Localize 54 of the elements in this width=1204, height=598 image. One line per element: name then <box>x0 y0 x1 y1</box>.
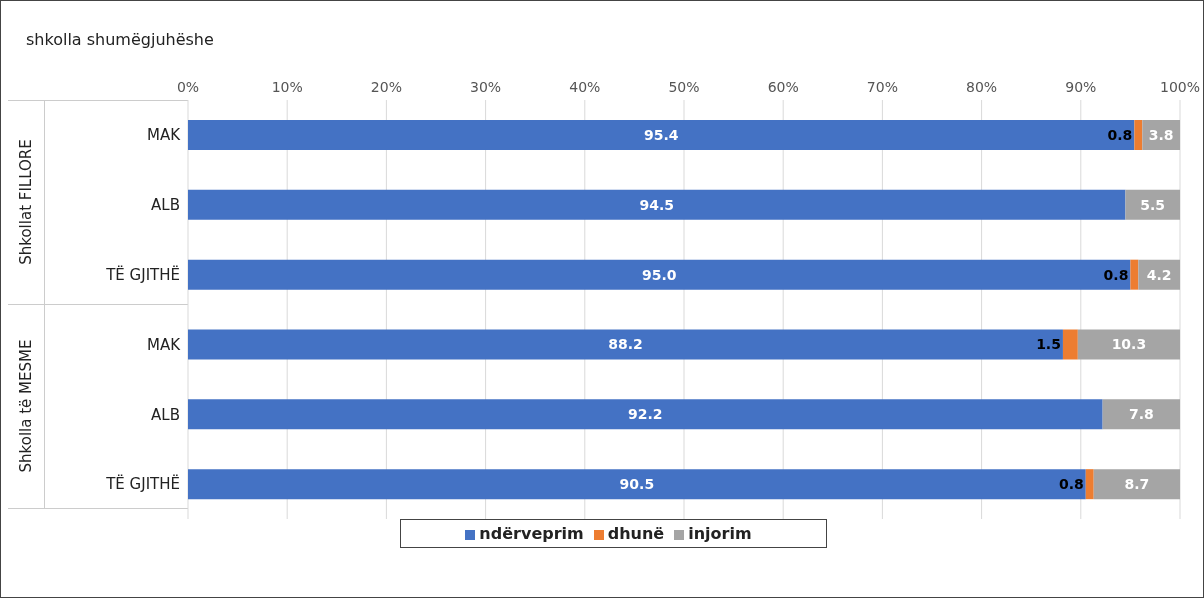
y-tick-label: TË GJITHË <box>105 474 180 494</box>
bar <box>1093 469 1180 500</box>
bar <box>188 259 1131 290</box>
y-tick-label: TË GJITHË <box>105 264 180 284</box>
bar <box>1134 120 1143 150</box>
data-label: 0.8 <box>1107 126 1133 143</box>
x-tick-label: 50% <box>668 79 700 95</box>
data-label: 94.5 <box>639 196 674 213</box>
legend-label: injorim <box>688 524 752 543</box>
x-tick-label: 40% <box>569 79 601 95</box>
data-label: 0.8 <box>1058 476 1084 493</box>
data-label: 95.4 <box>643 126 679 143</box>
data-label: 1.5 <box>1036 336 1061 353</box>
y-tick-label: ALB <box>151 196 180 215</box>
data-label: 90.5 <box>619 476 655 493</box>
bar <box>188 120 1135 150</box>
text: Shkollat FILLORE <box>16 138 36 267</box>
data-label: 10.3 <box>1111 336 1147 353</box>
data-label: 3.8 <box>1148 126 1174 143</box>
x-tick-label: 80% <box>966 79 998 95</box>
x-tick-label: 10% <box>271 79 303 95</box>
bar <box>1077 329 1180 360</box>
text: Shkolla të MESME <box>16 338 36 475</box>
bar <box>1062 329 1078 360</box>
data-label: 5.5 <box>1140 196 1166 213</box>
x-tick-label: 30% <box>470 79 502 95</box>
y-tick-label: ALB <box>151 405 180 424</box>
x-tick-label: 100% <box>1159 79 1201 95</box>
bar <box>1138 259 1180 290</box>
x-tick-label: 20% <box>370 79 402 95</box>
x-tick-label: 70% <box>866 79 898 95</box>
data-label: 92.2 <box>628 406 663 423</box>
bar <box>1130 259 1139 290</box>
y-tick-label: MAK <box>146 335 182 354</box>
x-tick-label: 0% <box>176 79 200 95</box>
bar <box>1125 189 1180 220</box>
data-label: 95.0 <box>641 266 677 283</box>
bar <box>188 469 1086 500</box>
data-label: 4.2 <box>1146 266 1172 283</box>
bar <box>188 189 1126 220</box>
data-label: 0.8 <box>1103 266 1129 283</box>
chart-title: shkolla shumëgjuhëshe <box>26 30 214 49</box>
bar <box>1085 469 1094 500</box>
data-label: 8.7 <box>1124 476 1150 493</box>
y-tick-label: MAK <box>146 126 182 145</box>
legend-label: dhunë <box>607 524 665 543</box>
data-label: 7.8 <box>1128 406 1154 423</box>
x-tick-label: 90% <box>1065 79 1097 95</box>
bar <box>1102 399 1180 430</box>
legend-label: ndërveprim <box>479 524 584 543</box>
data-label: 88.2 <box>608 336 643 353</box>
x-tick-label: 60% <box>767 79 799 95</box>
bar <box>188 399 1103 430</box>
bar <box>188 329 1063 360</box>
